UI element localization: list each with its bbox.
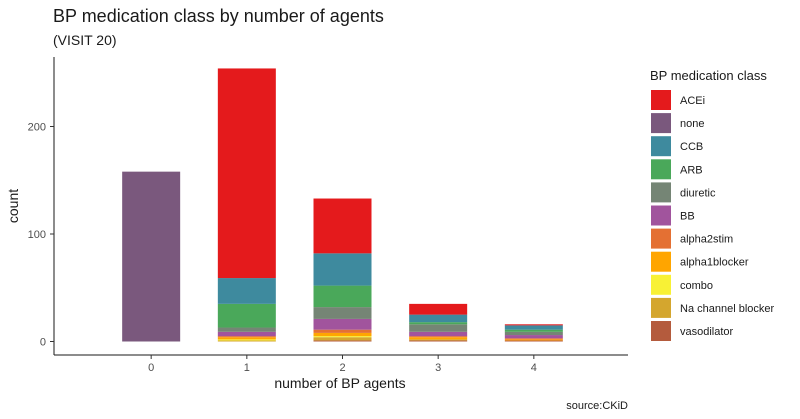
legend-label: none [680,118,704,130]
chart-subtitle: (VISIT 20) [53,32,117,48]
bar-segment: vasodilator @ 3: 1 [409,340,468,342]
bar-segment: CCB @ 3: 7 [409,314,468,323]
bar-segment: alpha2stim @ 3: 1 [409,336,468,338]
legend-label: alpha1blocker [680,257,749,269]
legend: ACEi none CCB ARB diuretic BB alpha2stim alpha1… [651,90,775,341]
bar-segment: alpha2stim @ 1: 1 [217,336,276,338]
legend-label: ARB [680,164,703,176]
bar-segment: alpha1blocker @ 1: 2 [217,337,276,340]
legend-label: alpha2stim [680,234,733,246]
x-axis-ticks: 0 1 2 3 4 [148,355,537,374]
bar-segment: none @ 0: 158 [122,171,181,342]
y-tick-label: 100 [28,229,46,241]
bars: none @ 0: 158Na channel blocker @ 1: 1co… [122,68,563,342]
x-tick-label: 2 [339,362,345,374]
legend-key [651,251,671,272]
bar-segment: ACEi @ 4: 1 [504,324,563,326]
bar-segment: ARB @ 3: 2 [409,322,468,325]
bar-segment: vasodilator @ 4: 1 [504,340,563,342]
bar-segment: alpha1blocker @ 4: 1 [504,339,563,341]
bar-segment: diuretic @ 3: 7 [409,324,468,332]
legend-key [651,182,671,203]
legend-key [651,228,671,249]
legend-label: ACEi [680,95,705,107]
bar-segment: CCB @ 4: 4 [504,325,563,330]
x-tick-label: 1 [244,362,250,374]
legend-key [651,274,671,295]
bar-segment: ARB @ 1: 22 [217,303,276,328]
legend-key [651,90,671,110]
y-tick-label: 0 [40,337,46,349]
x-tick-label: 3 [435,362,441,374]
bar-segment: CCB @ 2: 30 [313,253,372,286]
legend-title: BP medication class [650,68,767,83]
bar-segment: alpha1blocker @ 3: 2 [409,337,468,340]
x-axis-title: number of BP agents [274,375,405,391]
bar-segment: BB @ 4: 3 [504,335,563,339]
legend-label: combo [680,280,713,292]
bar-segment: BB @ 1: 4 [217,331,276,337]
bar-segment: combo @ 2: 1 [313,336,372,338]
legend-label: Na channel blocker [680,303,775,315]
bar-segment: ACEi @ 2: 51 [313,198,372,254]
bar-segment: BB @ 2: 10 [313,318,372,330]
bar-segment: diuretic @ 2: 11 [313,307,372,319]
legend-key [651,297,671,318]
y-tick-label: 200 [28,122,46,134]
legend-key [651,321,671,341]
bar-segment: alpha2stim @ 4: 1 [504,338,563,340]
legend-key [651,113,671,134]
x-tick-label: 0 [148,362,154,374]
bar-segment: diuretic @ 1: 4 [217,327,276,332]
x-tick-label: 4 [531,362,537,374]
bar-segment: CCB @ 1: 24 [217,278,276,304]
bar-segment: diuretic @ 4: 3 [504,331,563,336]
y-axis-title: count [5,189,21,223]
legend-label: BB [680,211,695,223]
bar-segment: ARB @ 4: 2 [504,329,563,332]
bar-segment: ARB @ 2: 20 [313,285,372,308]
y-axis-ticks: 0 100 200 [28,122,54,349]
bar-segment: Na channel blocker @ 1: 1 [217,340,276,342]
bar-segment: alpha1blocker @ 2: 3 [313,332,372,337]
bar-segment: Na channel blocker @ 2: 3 [313,337,372,341]
caption: source:CKiD [566,400,628,412]
bar-segment: ACEi @ 3: 10 [409,303,468,315]
bar-segment: Na channel blocker @ 3: 1 [409,339,468,341]
bar-segment: ACEi @ 1: 195 [217,68,276,279]
bar-segment: vasodilator @ 2: 1 [313,340,372,342]
bar-segment: combo @ 1: 1 [217,339,276,341]
legend-label: CCB [680,141,703,153]
bar-segment: BB @ 3: 4 [409,331,468,337]
legend-key [651,159,671,180]
bar-segment: alpha2stim @ 2: 3 [313,329,372,333]
legend-key [651,136,671,157]
legend-label: vasodilator [680,326,734,338]
legend-label: diuretic [680,187,716,199]
chart-title: BP medication class by number of agents [53,6,384,26]
legend-key [651,205,671,226]
